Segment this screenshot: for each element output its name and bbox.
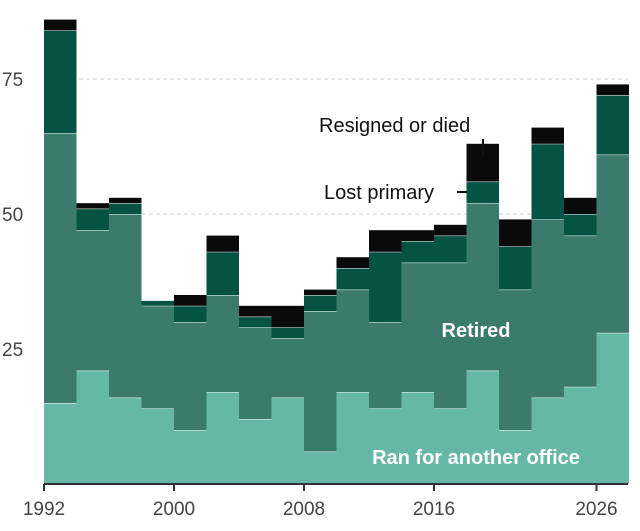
label-retired: Retired (442, 320, 511, 342)
x-tick-label-2016: 2016 (413, 499, 455, 520)
bar-2008-lost-primary (304, 295, 337, 312)
bar-2020-resigned-or-died (499, 219, 532, 247)
bar-2006-ran-for-another-office (271, 397, 304, 484)
bar-2008-ran-for-another-office (304, 451, 337, 484)
stacked-bars (44, 19, 629, 484)
bar-2002-ran-for-another-office (206, 392, 239, 484)
bar-2008-resigned-or-died (304, 289, 337, 295)
bar-2014-lost-primary (401, 241, 434, 263)
bar-2010-lost-primary (336, 268, 369, 290)
bar-2014-retired (401, 262, 434, 393)
bar-2002-resigned-or-died (206, 235, 239, 252)
bar-2000-retired (174, 322, 207, 430)
bar-2018-ran-for-another-office (466, 370, 499, 484)
bar-2012-retired (369, 322, 402, 409)
bar-2008-retired (304, 311, 337, 452)
bar-2026-retired (596, 154, 629, 333)
y-tick-label-50: 50 (2, 205, 23, 226)
bar-2004-resigned-or-died (239, 305, 272, 317)
bar-2024-ran-for-another-office (564, 386, 597, 484)
bar-2024-resigned-or-died (564, 197, 597, 214)
annotations: Resigned or died Lost primary Retired Ra… (319, 115, 580, 469)
bar-1992-resigned-or-died (44, 19, 77, 31)
label-resigned-or-died: Resigned or died (319, 115, 470, 137)
bar-2022-retired (531, 219, 564, 398)
bar-2024-lost-primary (564, 214, 597, 236)
bar-2026-resigned-or-died (596, 84, 629, 96)
bar-2000-lost-primary (174, 305, 207, 322)
bar-2016-resigned-or-died (434, 224, 467, 236)
bar-2006-lost-primary (271, 327, 304, 339)
bar-2020-ran-for-another-office (499, 430, 532, 484)
bar-2026-lost-primary (596, 95, 629, 155)
bar-1996-resigned-or-died (109, 197, 142, 204)
bar-2014-resigned-or-died (401, 230, 434, 241)
bar-2020-lost-primary (499, 246, 532, 290)
bar-1992-ran-for-another-office (44, 403, 77, 484)
bar-2002-retired (206, 295, 239, 393)
x-tick-label-1992: 1992 (23, 499, 65, 520)
bar-1998-lost-primary (141, 300, 174, 306)
bar-2022-resigned-or-died (531, 127, 564, 144)
bar-1994-retired (76, 230, 109, 371)
bar-2024-retired (564, 235, 597, 387)
bar-1992-lost-primary (44, 30, 77, 133)
bar-2026-ran-for-another-office (596, 332, 629, 484)
bar-1994-resigned-or-died (76, 203, 109, 209)
label-ran-for-another-office: Ran for another office (372, 447, 580, 469)
bar-2012-ran-for-another-office (369, 408, 402, 484)
bar-2000-ran-for-another-office (174, 430, 207, 484)
bar-2010-resigned-or-died (336, 257, 369, 268)
bar-1996-retired (109, 214, 142, 398)
bar-2006-retired (271, 338, 304, 398)
x-axis: 1992 2000 2008 2016 2026 (23, 484, 618, 520)
bar-2004-lost-primary (239, 316, 272, 328)
bar-2016-retired (434, 262, 467, 409)
bar-1992-retired (44, 133, 77, 403)
x-tick-label-2000: 2000 (153, 499, 195, 520)
label-lost-primary: Lost primary (324, 182, 434, 204)
bar-2014-ran-for-another-office (401, 392, 434, 484)
bar-1994-ran-for-another-office (76, 370, 109, 484)
bar-1998-ran-for-another-office (141, 408, 174, 484)
bar-2016-lost-primary (434, 235, 467, 263)
bar-1994-lost-primary (76, 208, 109, 231)
bar-2004-retired (239, 327, 272, 420)
bar-2012-resigned-or-died (369, 230, 402, 252)
bar-2004-ran-for-another-office (239, 419, 272, 484)
bar-2020-retired (499, 289, 532, 430)
bar-2018-retired (466, 203, 499, 371)
bar-2000-resigned-or-died (174, 295, 207, 306)
bar-2010-retired (336, 289, 369, 393)
bar-2016-ran-for-another-office (434, 408, 467, 484)
x-tick-label-2026: 2026 (575, 499, 617, 520)
bar-2022-lost-primary (531, 143, 564, 220)
x-tick-label-2008: 2008 (283, 499, 325, 520)
bar-2010-ran-for-another-office (336, 392, 369, 484)
bar-2006-resigned-or-died (271, 305, 304, 328)
bar-1998-retired (141, 305, 174, 409)
bar-1996-ran-for-another-office (109, 397, 142, 484)
y-tick-label-25: 25 (2, 340, 23, 361)
bar-1996-lost-primary (109, 203, 142, 214)
bar-2012-lost-primary (369, 251, 402, 322)
y-tick-label-75: 75 (2, 70, 23, 91)
bar-2002-lost-primary (206, 251, 239, 295)
bar-2022-ran-for-another-office (531, 397, 564, 484)
y-axis: 25 50 75 (2, 70, 23, 361)
bar-2018-lost-primary (466, 181, 499, 204)
